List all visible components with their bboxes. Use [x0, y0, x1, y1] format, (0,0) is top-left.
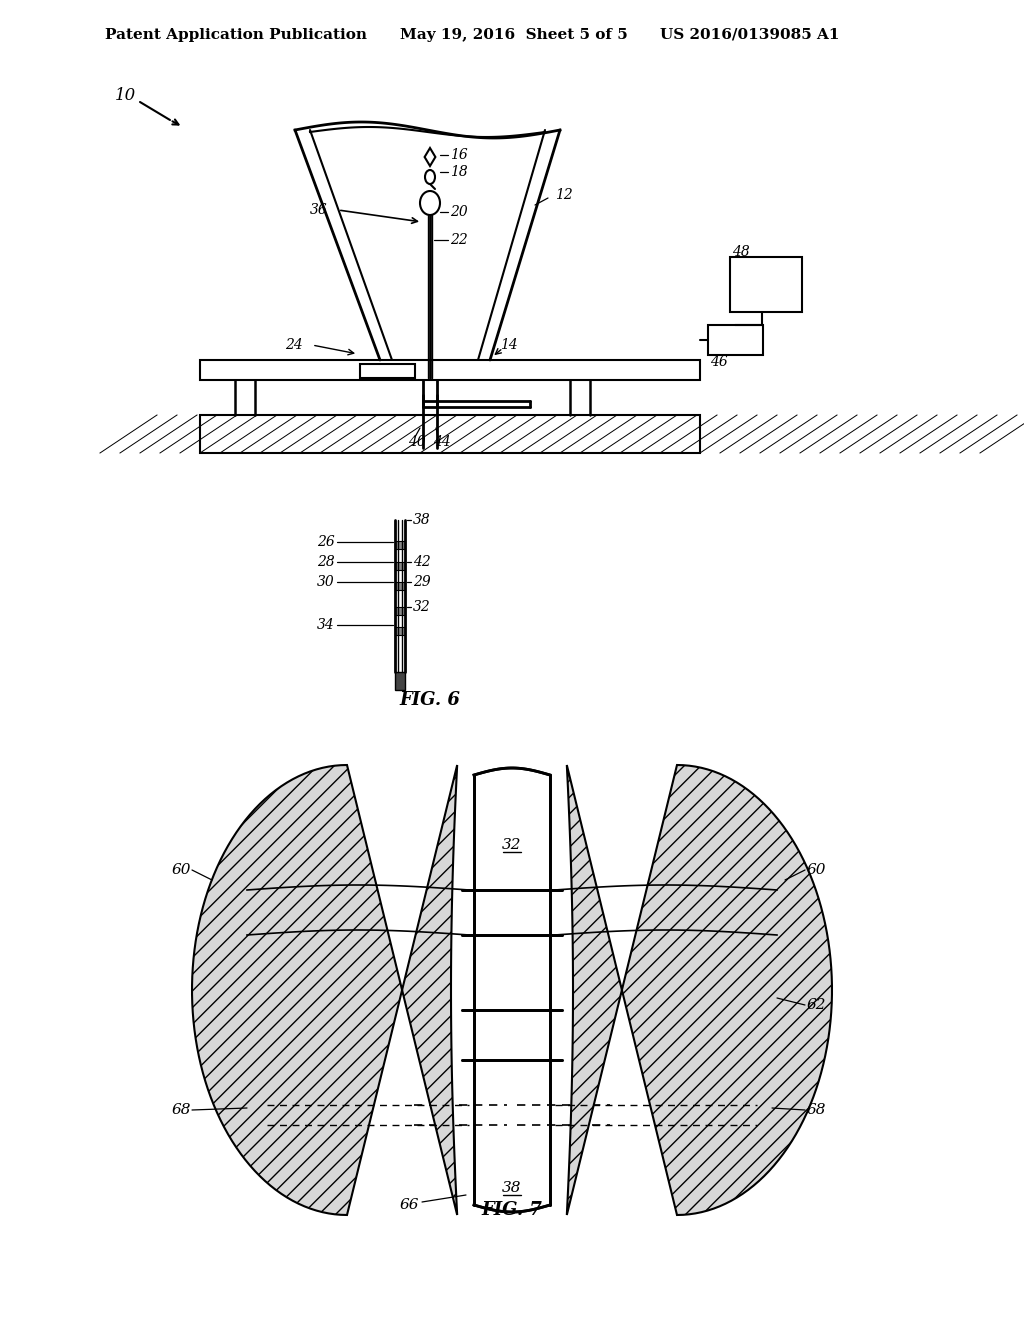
- Text: May 19, 2016  Sheet 5 of 5: May 19, 2016 Sheet 5 of 5: [400, 28, 628, 42]
- Text: Patent Application Publication: Patent Application Publication: [105, 28, 367, 42]
- Text: 26: 26: [317, 535, 335, 549]
- Text: 66: 66: [399, 1199, 419, 1212]
- Polygon shape: [425, 148, 435, 166]
- Text: 40: 40: [408, 436, 426, 449]
- Text: 34: 34: [317, 618, 335, 632]
- Text: 68: 68: [172, 1104, 191, 1117]
- Text: FIG. 7: FIG. 7: [481, 1201, 543, 1218]
- Bar: [395, 541, 406, 549]
- Text: 29: 29: [413, 576, 431, 589]
- Text: FIG. 6: FIG. 6: [399, 690, 461, 709]
- Text: 60: 60: [807, 863, 826, 876]
- Text: 22: 22: [450, 234, 468, 247]
- Text: 18: 18: [450, 165, 468, 180]
- Text: 32: 32: [502, 838, 522, 851]
- Text: 28: 28: [317, 554, 335, 569]
- Text: 30: 30: [317, 576, 335, 589]
- Ellipse shape: [420, 191, 440, 215]
- Bar: [395, 562, 406, 570]
- Polygon shape: [567, 766, 831, 1214]
- Text: US 2016/0139085 A1: US 2016/0139085 A1: [660, 28, 840, 42]
- Text: 42: 42: [413, 554, 431, 569]
- Text: 20: 20: [450, 205, 468, 219]
- Bar: [395, 627, 406, 635]
- Bar: [200, 360, 700, 380]
- Text: 16: 16: [450, 148, 468, 162]
- Text: 12: 12: [555, 187, 572, 202]
- Text: 60: 60: [172, 863, 191, 876]
- Text: 24: 24: [285, 338, 303, 352]
- Text: 62: 62: [807, 998, 826, 1012]
- Text: 32: 32: [413, 601, 431, 614]
- Bar: [395, 582, 406, 590]
- Text: 44: 44: [433, 436, 451, 449]
- Bar: [360, 364, 415, 378]
- Ellipse shape: [425, 170, 435, 183]
- Text: 46: 46: [710, 355, 728, 370]
- Bar: [200, 414, 700, 453]
- Text: 48: 48: [732, 246, 750, 259]
- Text: 38: 38: [413, 513, 431, 527]
- Text: 68: 68: [807, 1104, 826, 1117]
- Bar: [395, 607, 406, 615]
- Text: 14: 14: [500, 338, 518, 352]
- Bar: [395, 672, 406, 690]
- Text: 36: 36: [310, 203, 328, 216]
- Text: 38: 38: [502, 1181, 522, 1195]
- Bar: [708, 325, 763, 355]
- Text: 10: 10: [115, 87, 136, 103]
- Polygon shape: [193, 766, 457, 1214]
- Bar: [730, 257, 802, 312]
